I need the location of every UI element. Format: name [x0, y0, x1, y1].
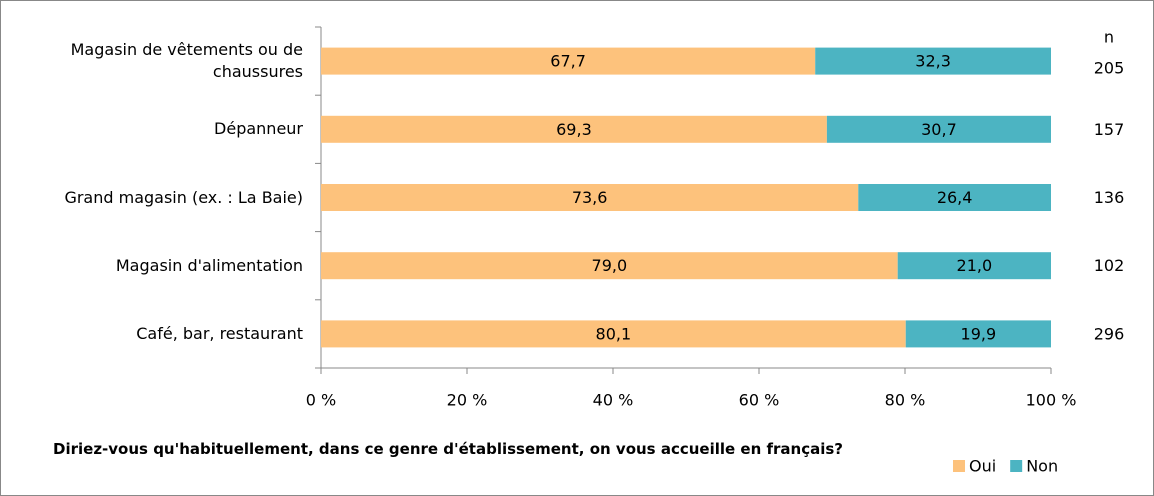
category-label: Magasin d'alimentation — [115, 255, 303, 275]
n-header: n — [1104, 28, 1114, 47]
bar-segment — [321, 47, 816, 75]
x-tick-label: 0 % — [306, 391, 336, 410]
category-label: Café, bar, restaurant — [136, 323, 303, 343]
bar-segment — [905, 320, 1051, 348]
legend-label: Oui — [969, 457, 996, 476]
data-label: 67,7 — [550, 52, 586, 71]
data-label: 69,3 — [556, 120, 592, 139]
data-label: 30,7 — [921, 120, 957, 139]
x-tick-label: 60 % — [739, 391, 780, 410]
data-label: 32,3 — [915, 52, 951, 71]
bar-segment — [897, 252, 1051, 280]
legend-label: Non — [1026, 457, 1058, 476]
x-tick-label: 20 % — [447, 391, 488, 410]
data-label: 26,4 — [937, 188, 973, 207]
x-tick-label: 40 % — [593, 391, 634, 410]
bar-segment — [858, 184, 1051, 211]
category-label: Magasin de vêtements ou de chaussures — [70, 40, 303, 82]
bar-segment — [321, 252, 898, 280]
chart-title: Diriez-vous qu'habituellement, dans ce g… — [53, 440, 843, 458]
bar-segment — [826, 115, 1051, 143]
x-tick-label: 100 % — [1026, 391, 1077, 410]
bar-segment — [815, 47, 1051, 75]
data-label: 21,0 — [957, 256, 993, 275]
x-tick-label: 80 % — [885, 391, 926, 410]
legend-swatch — [953, 460, 965, 472]
n-value: 157 — [1094, 120, 1125, 139]
legend-swatch — [1010, 460, 1023, 472]
bar-segment — [321, 320, 906, 348]
bar-segment — [321, 184, 859, 211]
n-value: 296 — [1094, 324, 1125, 343]
n-value: 136 — [1094, 188, 1125, 207]
data-label: 80,1 — [596, 324, 632, 343]
bar-segment — [321, 115, 827, 143]
category-label: Dépanneur — [214, 119, 303, 139]
data-label: 73,6 — [572, 188, 608, 207]
category-label: Grand magasin (ex. : La Baie) — [64, 187, 303, 207]
n-value: 102 — [1094, 256, 1125, 275]
data-label: 79,0 — [592, 256, 628, 275]
data-label: 19,9 — [961, 324, 997, 343]
n-value: 205 — [1094, 59, 1125, 78]
